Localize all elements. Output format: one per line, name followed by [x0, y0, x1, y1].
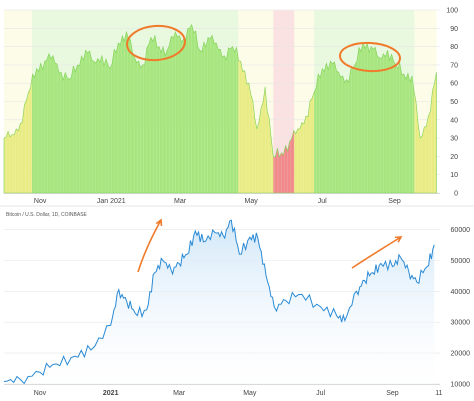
price-area	[3, 219, 435, 385]
x-tick-label: Mar	[174, 198, 187, 205]
y-tick-label: 80	[450, 44, 458, 51]
x-tick-label: Sep	[386, 390, 399, 397]
arrow-head	[155, 218, 163, 227]
grid-lines	[0, 205, 474, 385]
y-axis: 0 10 20 30 40 50 60 70 80 90 100	[446, 8, 458, 198]
indicator-line	[3, 23, 437, 194]
annotation-arrows	[137, 218, 403, 273]
y-tick-label: 60	[450, 81, 458, 88]
y-tick-label: 50000	[451, 258, 471, 265]
x-tick-label: May	[245, 198, 259, 205]
y-tick-label: 50	[450, 99, 458, 106]
x-tick-label: Jan 2021	[97, 198, 126, 205]
y-tick-label: 70	[450, 62, 458, 69]
y-tick-label: 60000	[451, 227, 471, 234]
x-tick-label: Sep	[388, 198, 401, 205]
annotation-circles	[126, 24, 401, 73]
y-tick-label: 10	[450, 172, 458, 179]
x-axis: Nov Jan 2021 Mar May Jul Sep	[4, 193, 440, 205]
x-axis: Nov 2021 Mar May Jul Sep 11	[4, 384, 443, 397]
x-tick-label: 11	[435, 390, 442, 397]
arrow-shaft	[351, 236, 402, 269]
x-tick-label: Jul	[318, 198, 327, 205]
x-tick-label: May	[243, 390, 257, 397]
y-tick-label: 100	[446, 8, 458, 15]
y-tick-label: 40000	[451, 289, 471, 296]
y-tick-label: 10000	[451, 382, 471, 389]
y-tick-label: 30000	[451, 320, 471, 327]
up-arrow-aug	[351, 236, 403, 269]
y-tick-label: 0	[454, 191, 458, 198]
y-tick-label: 20000	[451, 351, 471, 358]
price-line	[3, 219, 435, 385]
arrow-shaft	[137, 219, 162, 273]
annotation-circle-peak-2	[339, 41, 401, 73]
y-tick-label: 40	[450, 117, 458, 124]
x-tick-label: Nov	[34, 390, 47, 397]
x-tick-label: Nov	[34, 198, 47, 205]
y-tick-label: 30	[450, 136, 458, 143]
x-tick-label: Mar	[173, 390, 186, 397]
source-label: Bitcoin / U.S. Dollar, 1D, COINBASE	[6, 212, 88, 218]
up-arrow-feb	[137, 218, 163, 273]
x-tick-label: 2021	[103, 390, 119, 397]
x-tick-label: Jul	[316, 390, 325, 397]
annotation-circle-peak-1	[126, 24, 186, 62]
indicator-chart: 0 10 20 30 40 50 60 70 80 90 100 Nov Jan 2021 Mar May…	[3, 8, 458, 205]
y-tick-label: 20	[450, 154, 458, 161]
y-tick-label: 90	[450, 26, 458, 33]
price-fill	[4, 220, 435, 384]
y-axis: 10000 20000 30000 40000 50000 60000	[451, 227, 471, 389]
arrow-head	[394, 236, 403, 243]
